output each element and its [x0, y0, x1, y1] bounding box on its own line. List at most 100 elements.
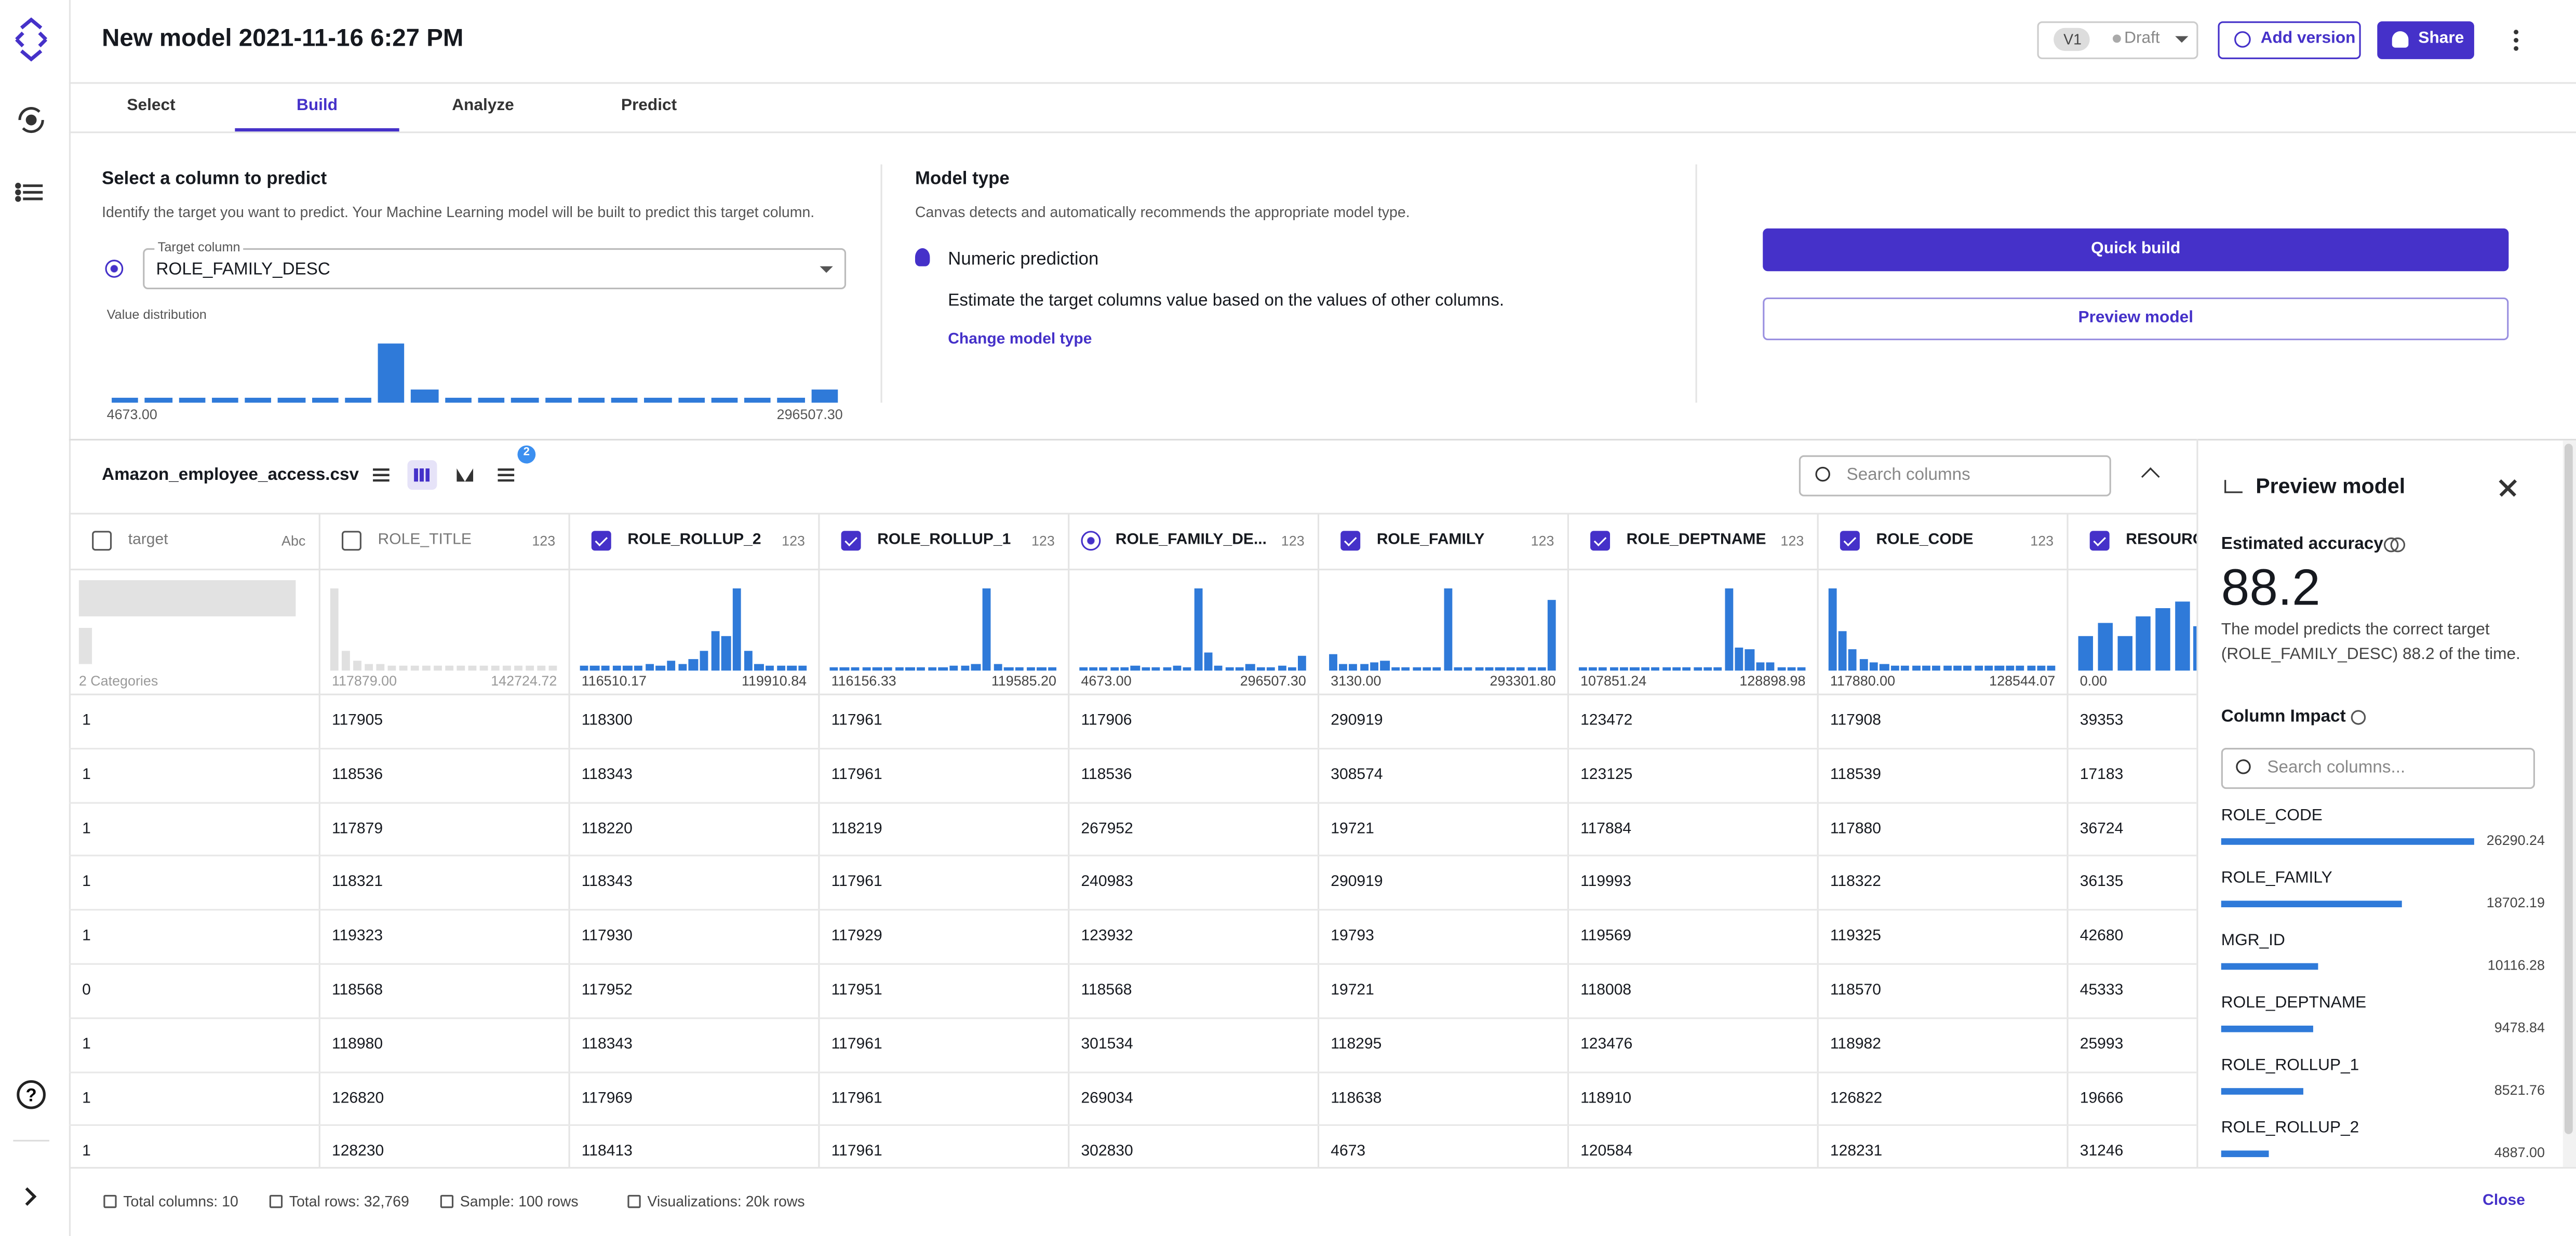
table-cell: 1	[82, 927, 91, 946]
histogram-bar	[656, 665, 665, 671]
tab[interactable]: Build	[296, 97, 338, 115]
column-min: 117880.00	[1830, 672, 1896, 689]
impact-name: ROLE_ROLLUP_1	[2221, 1057, 2359, 1075]
tab[interactable]: Select	[127, 97, 176, 115]
column-max: 119585.20	[991, 672, 1057, 689]
change-model-type[interactable]: Change model type	[948, 330, 1092, 348]
checkbox[interactable]	[92, 531, 112, 551]
histogram-bar	[490, 665, 500, 671]
histogram-bar	[1787, 667, 1796, 671]
histogram-bar	[1527, 666, 1536, 671]
table-cell: 126822	[1830, 1089, 1883, 1107]
histogram-bar	[1506, 666, 1515, 671]
histogram-bar	[732, 588, 742, 671]
divider	[69, 513, 71, 1167]
histogram-bar	[1004, 667, 1013, 671]
table-cell: 19721	[1331, 819, 1374, 838]
model-type-description: Estimate the target columns value based …	[948, 291, 1505, 311]
bulb-icon	[915, 248, 930, 266]
divider	[69, 439, 2576, 441]
search-box[interactable]	[1799, 455, 2111, 496]
table-cell: 1	[82, 765, 91, 784]
histogram-bar	[536, 665, 546, 671]
histogram-bar	[883, 667, 893, 671]
add-version-button[interactable]	[2218, 21, 2361, 59]
svg-text:?: ?	[25, 1085, 36, 1105]
table-cell: 126820	[331, 1089, 384, 1107]
view-icon[interactable]	[450, 460, 480, 490]
button-label: Preview model	[2078, 309, 2194, 327]
checkbox[interactable]	[841, 531, 861, 551]
plus-icon	[2234, 31, 2251, 48]
footer-close[interactable]: Close	[2483, 1191, 2525, 1210]
divider	[318, 513, 320, 1167]
histogram-bar	[1485, 666, 1494, 671]
histogram-bar	[1256, 667, 1265, 671]
histogram-bar	[211, 398, 238, 403]
column-max: 119910.84	[742, 672, 807, 689]
histogram-bar	[1755, 662, 1765, 671]
checkbox[interactable]	[2089, 531, 2110, 551]
kebab[interactable]	[2513, 28, 2519, 51]
histogram-bar	[721, 637, 731, 671]
checkbox[interactable]	[591, 531, 611, 551]
histogram-bar	[1214, 665, 1223, 671]
histogram-bar	[1349, 664, 1358, 671]
histogram-bar	[1360, 664, 1369, 671]
table-cell: 123472	[1580, 711, 1633, 730]
view-icon[interactable]	[491, 460, 521, 490]
divider	[2067, 513, 2069, 1167]
table-cell: 1	[82, 711, 91, 730]
histogram-bar	[862, 667, 871, 671]
category-bar	[78, 580, 296, 616]
target-select[interactable]	[143, 248, 847, 290]
histogram-bar	[1672, 667, 1681, 671]
quick-build-button[interactable]	[1763, 228, 2509, 272]
footer-icon	[440, 1194, 454, 1208]
checkbox[interactable]	[1840, 531, 1860, 551]
histogram-bar	[711, 398, 738, 403]
histogram-bar	[1693, 667, 1702, 671]
column-max: 293301.80	[1490, 672, 1556, 689]
share-icon	[2392, 31, 2409, 48]
table-cell: 118413	[581, 1143, 633, 1161]
table-cell: 0	[82, 981, 91, 1000]
histogram-bar	[894, 667, 904, 671]
search-box[interactable]	[2221, 748, 2535, 789]
view-icon[interactable]	[366, 460, 396, 490]
icon-glyph	[373, 468, 390, 482]
table-cell: 119323	[331, 927, 383, 946]
checkbox[interactable]	[1340, 531, 1361, 551]
info-dot	[2351, 710, 2366, 725]
accuracy-value: 88.2	[2221, 559, 2320, 616]
tab[interactable]: Predict	[621, 97, 677, 115]
table-cell: 118568	[1081, 981, 1132, 1000]
histogram-bar	[1401, 666, 1410, 671]
table-cell: 267952	[1081, 819, 1133, 838]
tab[interactable]: Analyze	[452, 97, 514, 115]
table-cell: 117961	[831, 711, 882, 730]
checkbox[interactable]	[1590, 531, 1611, 551]
table-cell: 118343	[581, 873, 633, 892]
histogram-bar	[2136, 616, 2152, 671]
checkbox[interactable]	[341, 531, 361, 551]
histogram-bar	[1859, 660, 1868, 671]
histogram-bar	[1974, 665, 1983, 671]
version-select[interactable]	[2037, 21, 2198, 59]
histogram-bar	[1370, 663, 1379, 671]
divider	[69, 801, 2197, 803]
column-name: ROLE_FAMILY_DE...	[1115, 531, 1267, 549]
panel-title: Preview model	[2256, 473, 2406, 498]
table-cell: 117961	[831, 1035, 882, 1054]
view-icon[interactable]	[407, 460, 437, 490]
column-name: ROLE_ROLLUP_1	[877, 531, 1011, 549]
column-name: target	[128, 531, 168, 549]
histogram-bar	[2097, 623, 2113, 671]
histogram-bar	[851, 667, 860, 671]
collapse-icon[interactable]	[2141, 467, 2160, 486]
histogram-bar	[971, 664, 981, 671]
histogram-bar	[1901, 665, 1910, 671]
preview-icon	[2224, 480, 2243, 493]
preview-button[interactable]	[1763, 297, 2509, 341]
column-type: 123	[532, 532, 556, 549]
